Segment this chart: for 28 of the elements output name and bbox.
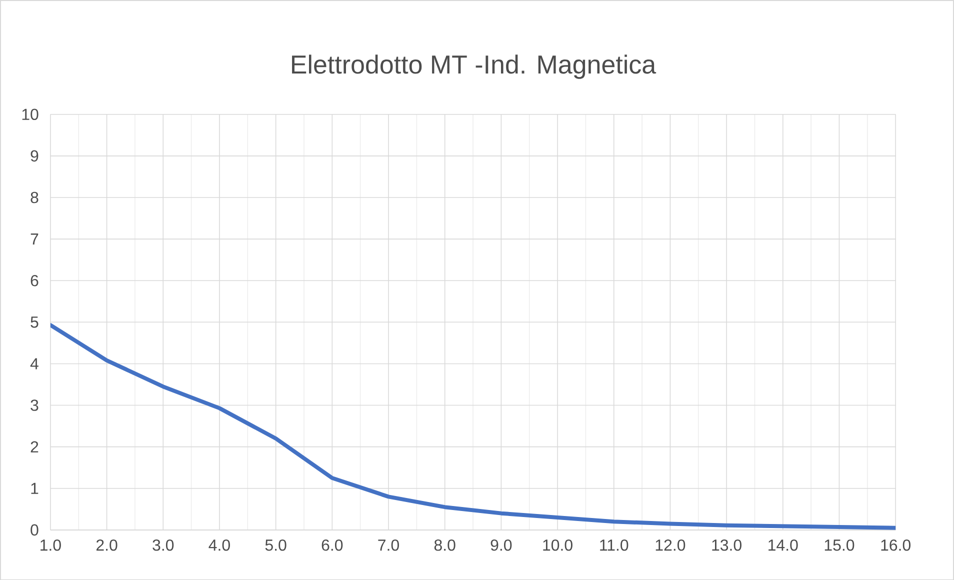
x-tick-label: 14.0 [768,539,798,551]
y-tick-label: 4 [30,358,38,370]
y-tick-label: 5 [30,316,38,328]
y-tick-label: 6 [30,274,38,286]
y-tick-label: 3 [30,399,38,411]
x-tick-label: 9.0 [490,539,512,551]
x-tick-label: 4.0 [208,539,230,551]
x-tick-label: 3.0 [152,539,174,551]
y-tick-label: 2 [30,441,38,452]
x-tick-label: 13.0 [712,539,742,551]
y-tick-label: 1 [31,482,38,494]
x-tick-label: 15.0 [824,539,854,551]
x-tick-label: 16.0 [881,539,910,551]
x-tick-label: 8.0 [434,539,456,551]
x-tick-label: 6.0 [322,539,343,551]
x-tick-label: 10.0 [543,539,572,551]
y-tick-label: 0 [30,524,38,536]
x-tick-label: 7.0 [378,539,399,551]
x-tick-label: 2.0 [96,539,118,551]
y-tick-label: 10 [22,108,38,120]
y-tick-label: 8 [30,192,38,203]
x-tick-label: 5.0 [265,539,286,551]
x-tick-label: 12.0 [656,539,686,551]
x-tick-label: 1.0 [40,539,61,551]
y-tick-label: 9 [30,150,38,162]
x-tick-label: 11.0 [600,539,628,551]
y-tick-label: 7 [30,233,38,244]
chart-title: Elettrodotto MT -Ind. Magnetica [292,54,656,79]
